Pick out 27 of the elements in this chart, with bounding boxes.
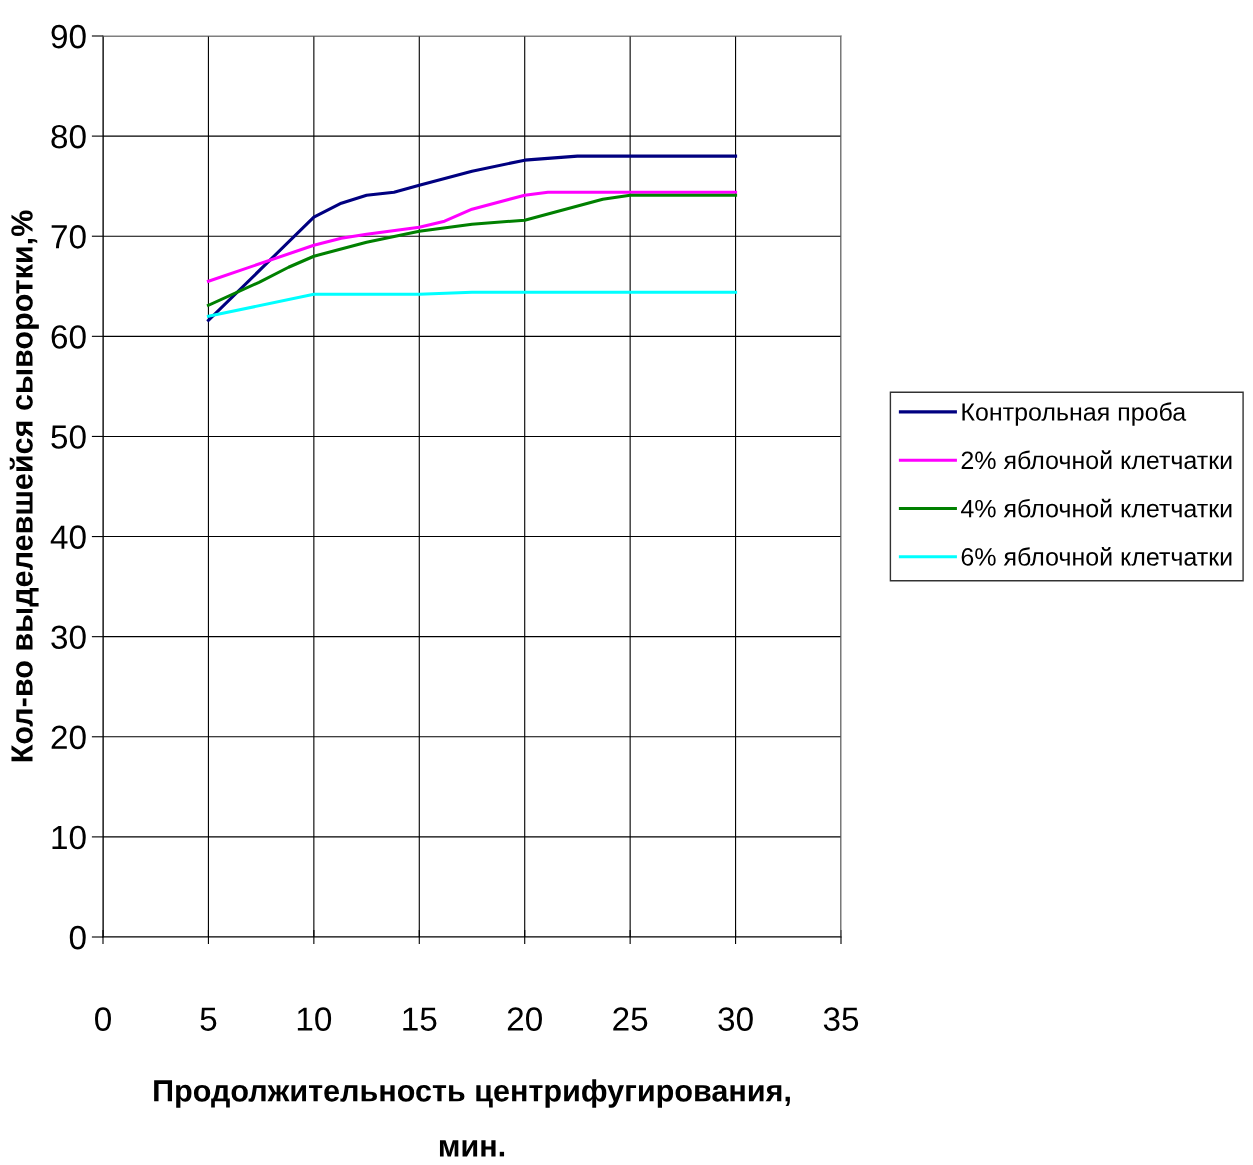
x-tick-label: 0 bbox=[95, 1007, 111, 1031]
x-axis-title: Продолжительность центрифугирования, мин. bbox=[154, 1079, 790, 1157]
legend-label: 2% яблочной клетчатки bbox=[961, 450, 1232, 470]
y-axis-title: Кол-во выделевшейся сыворотки,% bbox=[9, 210, 39, 762]
y-tick-label: 70 bbox=[51, 225, 86, 249]
x-tick-label: 15 bbox=[403, 1007, 437, 1031]
y-tick-label: 50 bbox=[51, 425, 86, 449]
y-tick-label: 10 bbox=[52, 825, 86, 850]
y-tick-label: 0 bbox=[69, 925, 86, 950]
x-tick-label: 5 bbox=[200, 1007, 217, 1031]
y-tick-label: 60 bbox=[51, 325, 86, 349]
y-tick-label: 80 bbox=[51, 124, 86, 149]
y-tick-label: 20 bbox=[51, 725, 86, 750]
x-tick-label: 20 bbox=[507, 1007, 542, 1031]
x-tick-label: 30 bbox=[718, 1007, 753, 1031]
y-tick-label: 30 bbox=[51, 625, 86, 650]
line-series bbox=[206, 190, 738, 283]
x-tick-label: 35 bbox=[823, 1007, 859, 1031]
legend-label: 4% яблочной клетчатки bbox=[960, 498, 1232, 518]
x-tick-label: 10 bbox=[297, 1007, 332, 1031]
y-tick-label: 40 bbox=[50, 525, 86, 549]
line-series bbox=[206, 154, 738, 322]
line-series bbox=[206, 193, 738, 307]
x-tick-label: 25 bbox=[613, 1007, 648, 1031]
legend-label: 6% яблочной клетчатки bbox=[961, 546, 1232, 566]
legend-label: Контрольная проба bbox=[962, 402, 1187, 426]
y-tick-label: 90 bbox=[51, 24, 86, 49]
